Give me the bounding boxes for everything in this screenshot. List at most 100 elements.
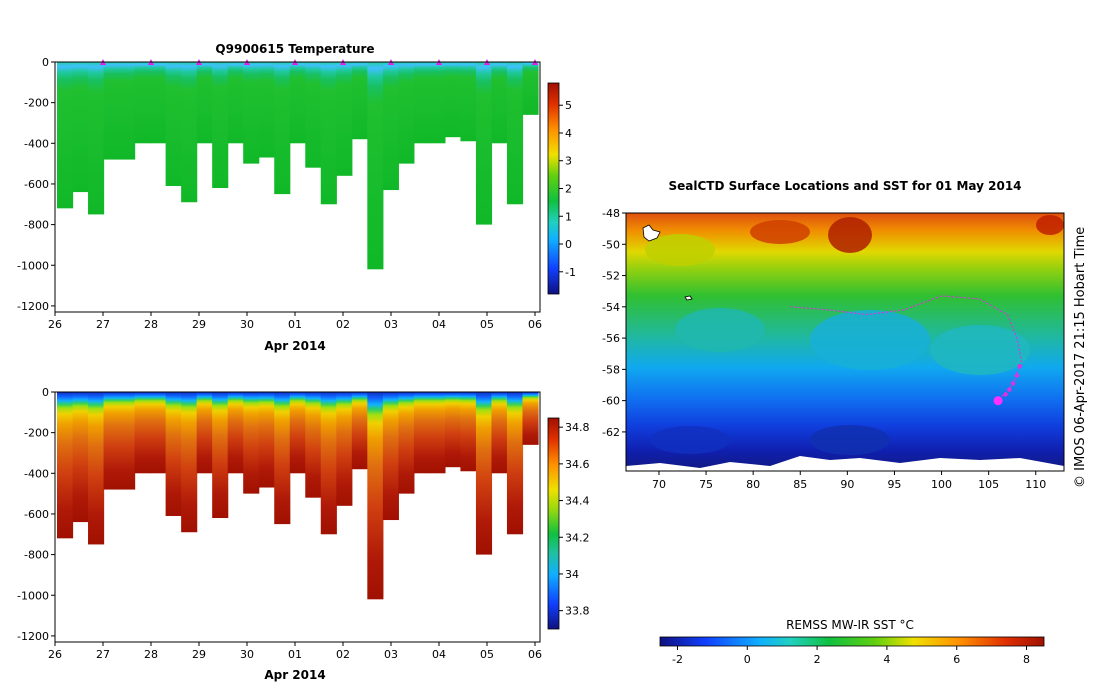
- y-tick-label: -800: [24, 549, 49, 562]
- sst-colorbar-tick-label: 2: [814, 653, 821, 666]
- profile-column: [305, 392, 322, 498]
- y-tick-label: -200: [24, 427, 49, 440]
- profile-column: [57, 62, 74, 209]
- temperature-colorbar: [547, 82, 560, 295]
- colorbar-tick-label: 34.6: [565, 458, 590, 471]
- x-tick-label: 26: [48, 648, 62, 661]
- sst-colorbar-ticks: -2 0 2 4 6 8: [672, 646, 1030, 666]
- profile-column: [444, 392, 462, 468]
- profile-column: [522, 392, 539, 445]
- sst-colorbar-tick-label: 6: [953, 653, 960, 666]
- profile-column: [181, 392, 198, 533]
- profile-column: [57, 392, 74, 539]
- lon-tick-label: 80: [746, 478, 760, 491]
- x-tick-label: 02: [336, 318, 350, 331]
- profile-column: [382, 392, 399, 521]
- y-tick-label: -1000: [17, 589, 49, 602]
- profile-column: [460, 392, 477, 472]
- profile-column: [134, 62, 151, 144]
- lat-tick-label: -54: [602, 301, 620, 314]
- profile-column: [258, 392, 275, 488]
- salinity-profiles: [57, 392, 539, 600]
- profile-column: [289, 392, 306, 474]
- profile-column: [119, 62, 136, 160]
- profile-column: [413, 62, 430, 144]
- profile-column: [88, 392, 105, 545]
- sst-colorbar: [659, 636, 1045, 647]
- cool-patch: [810, 310, 930, 370]
- track-point: [1017, 364, 1022, 369]
- lon-tick-label: 75: [699, 478, 713, 491]
- temperature-x-axis-label: Apr 2014: [264, 339, 325, 353]
- cool-patch: [675, 308, 765, 352]
- profile-column: [429, 392, 446, 474]
- lon-tick-label: 100: [931, 478, 952, 491]
- x-tick-label: 26: [48, 318, 62, 331]
- profile-column: [165, 62, 182, 186]
- colorbar-tick-label: 34.2: [565, 531, 590, 544]
- lon-tick-label: 110: [1025, 478, 1046, 491]
- y-tick-label: -600: [24, 178, 49, 191]
- map-longitude-axis: 70 75 80 85 90 95 100 105 110: [652, 471, 1046, 491]
- profile-column: [444, 62, 462, 138]
- temperature-x-axis: 26 27 28 29 30 01 02 03 04 05 06: [48, 312, 542, 331]
- x-tick-label: 27: [96, 318, 110, 331]
- lon-tick-label: 90: [840, 478, 854, 491]
- seal-track-line: [790, 295, 1023, 402]
- colorbar-tick-label: -1: [565, 266, 576, 279]
- track-point: [1010, 381, 1016, 386]
- x-tick-label: 03: [384, 648, 398, 661]
- colorbar-tick-label: 34.4: [565, 495, 590, 508]
- profile-column: [305, 62, 322, 168]
- x-tick-label: 01: [288, 648, 302, 661]
- profile-column: [274, 62, 291, 195]
- lat-tick-label: -50: [602, 238, 620, 251]
- profile-column: [429, 62, 446, 144]
- profile-column: [88, 62, 105, 215]
- colorbar-tick-label: 5: [565, 99, 572, 112]
- lat-tick-label: -56: [602, 332, 620, 345]
- profile-column: [134, 392, 151, 474]
- lon-tick-label: 105: [978, 478, 999, 491]
- profile-column: [103, 392, 120, 490]
- lon-tick-label: 85: [793, 478, 807, 491]
- profile-column: [522, 62, 539, 115]
- profile-column: [274, 392, 291, 525]
- profile-column: [258, 62, 275, 158]
- y-tick-label: -800: [24, 219, 49, 232]
- x-tick-label: 28: [144, 318, 158, 331]
- colorbar-tick-label: 3: [565, 155, 572, 168]
- colorbar-tick-label: 0: [565, 238, 572, 251]
- lon-tick-label: 95: [887, 478, 901, 491]
- warm-patch: [645, 234, 715, 266]
- profile-column: [119, 392, 136, 490]
- antarctic-land: [626, 456, 1064, 471]
- salinity-colorbar: [547, 417, 560, 630]
- x-tick-label: 06: [528, 648, 542, 661]
- colorbar-tick-label: 33.8: [565, 605, 590, 618]
- profile-column: [165, 392, 182, 516]
- temperature-chart-title: Q9900615 Temperature: [215, 42, 374, 56]
- warm-filament: [750, 220, 810, 244]
- y-tick-label: 0: [42, 386, 49, 399]
- profile-column: [150, 62, 167, 144]
- colorbar-tick-label: 1: [565, 210, 572, 223]
- y-tick-label: 0: [42, 56, 49, 69]
- x-tick-label: 05: [480, 648, 494, 661]
- colorbar-tick-label: 4: [565, 127, 572, 140]
- salinity-plot-frame: [54, 391, 541, 643]
- profile-column: [491, 392, 508, 474]
- salinity-x-axis-label: Apr 2014: [264, 668, 325, 682]
- cold-tongue: [650, 426, 730, 454]
- x-tick-label: 04: [432, 648, 446, 661]
- profile-column: [491, 62, 508, 144]
- profile-column: [243, 392, 260, 494]
- x-tick-label: 29: [192, 648, 206, 661]
- temperature-section-panel: Q9900615 Temperature 0 -200 -400 -600 -800 -1…: [17, 42, 576, 353]
- lon-tick-label: 70: [652, 478, 666, 491]
- y-tick-label: -1000: [17, 259, 49, 272]
- profile-column: [367, 62, 384, 270]
- profile-column: [351, 392, 368, 470]
- profile-column: [398, 62, 415, 164]
